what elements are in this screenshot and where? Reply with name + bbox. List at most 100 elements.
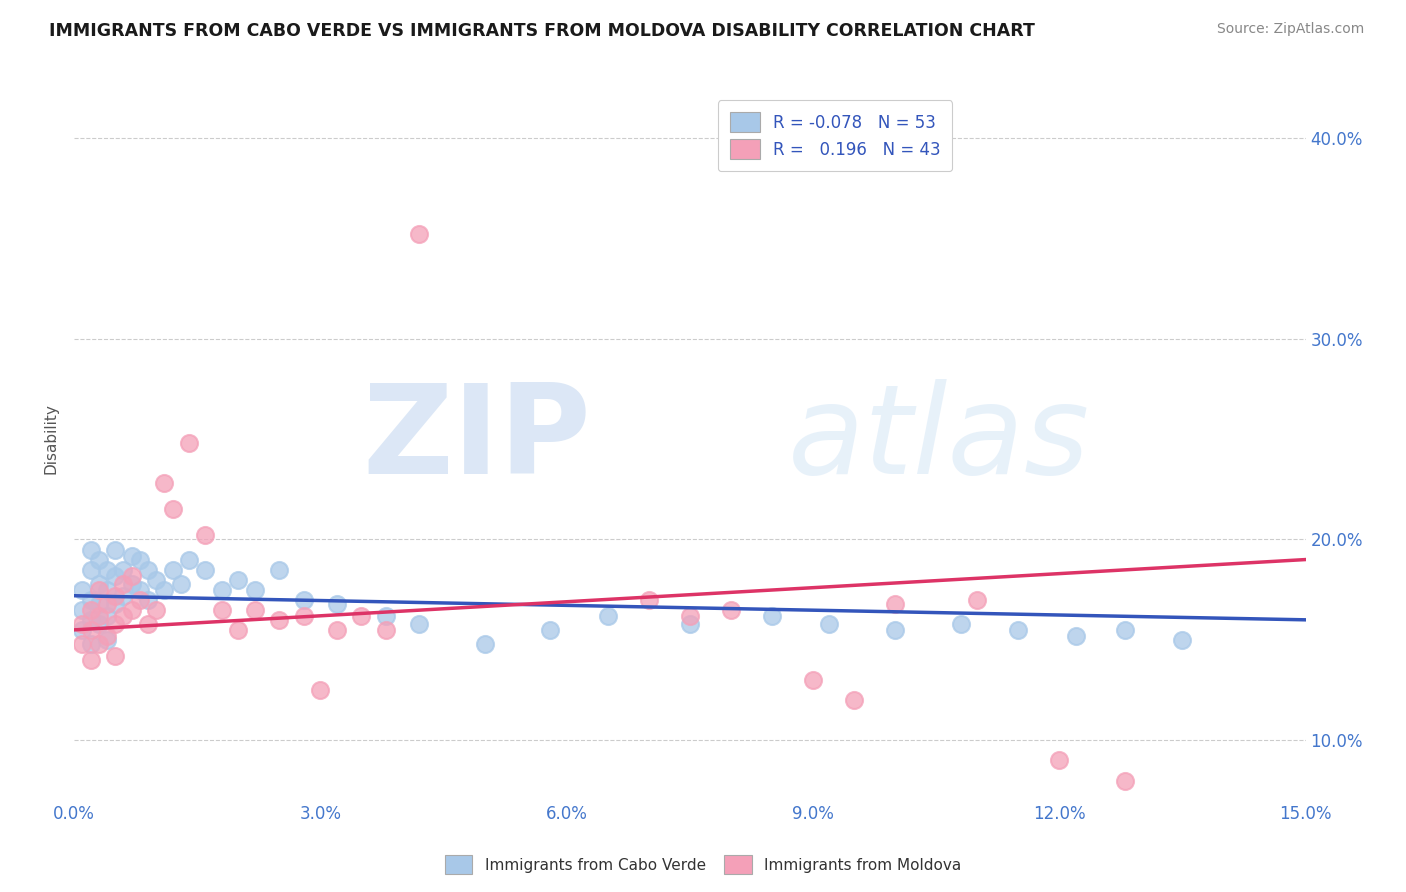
Point [153,582,176,597]
Point [842,693,865,707]
Point [121,549,143,563]
Point [538,623,561,637]
Point [269,613,291,627]
Point [637,592,659,607]
Point [326,623,349,637]
Point [375,608,398,623]
Point [177,552,200,566]
Point [128,592,150,607]
Point [761,608,783,623]
Point [72,637,94,651]
Point [596,608,619,623]
Point [87,608,110,623]
Point [96,563,118,577]
Point [350,608,373,623]
Point [79,653,101,667]
Point [136,592,159,607]
Point [162,563,184,577]
Text: IMMIGRANTS FROM CABO VERDE VS IMMIGRANTS FROM MOLDOVA DISABILITY CORRELATION CHA: IMMIGRANTS FROM CABO VERDE VS IMMIGRANTS… [49,22,1035,40]
Point [96,582,118,597]
Point [1064,629,1087,643]
Point [884,597,907,611]
Point [112,563,135,577]
Point [112,589,135,603]
Point [121,603,143,617]
Legend: Immigrants from Cabo Verde, Immigrants from Moldova: Immigrants from Cabo Verde, Immigrants f… [439,849,967,880]
Point [966,592,988,607]
Point [1047,754,1070,768]
Point [128,582,150,597]
Point [112,608,135,623]
Legend: R = -0.078   N = 53, R =   0.196   N = 43: R = -0.078 N = 53, R = 0.196 N = 43 [718,100,952,171]
Point [194,528,217,542]
Point [177,436,200,450]
Point [104,542,127,557]
Point [121,576,143,591]
Point [679,616,702,631]
Point [408,616,430,631]
Point [72,582,94,597]
Point [79,542,101,557]
Point [211,582,233,597]
Point [474,637,496,651]
Point [153,476,176,491]
Point [194,563,217,577]
Point [72,603,94,617]
Point [72,616,94,631]
Y-axis label: Disability: Disability [44,403,58,475]
Text: Source: ZipAtlas.com: Source: ZipAtlas.com [1216,22,1364,37]
Point [72,623,94,637]
Point [269,563,291,577]
Point [112,576,135,591]
Point [1007,623,1029,637]
Point [104,616,127,631]
Point [292,608,315,623]
Point [145,573,167,587]
Point [87,576,110,591]
Point [96,629,118,643]
Point [87,616,110,631]
Point [145,603,167,617]
Point [720,603,742,617]
Point [1114,623,1136,637]
Point [136,563,159,577]
Point [243,582,266,597]
Point [104,589,127,603]
Point [79,623,101,637]
Point [104,597,127,611]
Point [96,597,118,611]
Point [87,552,110,566]
Point [79,603,101,617]
Point [679,608,702,623]
Point [79,563,101,577]
Point [104,648,127,663]
Point [79,637,101,651]
Point [79,613,101,627]
Point [79,592,101,607]
Point [243,603,266,617]
Point [128,552,150,566]
Point [87,582,110,597]
Point [211,603,233,617]
Point [326,597,349,611]
Point [801,673,824,687]
Text: atlas: atlas [789,378,1091,500]
Point [96,608,118,623]
Point [375,623,398,637]
Text: ZIP: ZIP [363,378,592,500]
Point [87,597,110,611]
Point [1114,773,1136,788]
Point [226,623,249,637]
Point [884,623,907,637]
Point [96,632,118,647]
Point [162,502,184,516]
Point [226,573,249,587]
Point [309,683,332,698]
Point [136,616,159,631]
Point [292,592,315,607]
Point [949,616,972,631]
Point [1171,632,1194,647]
Point [408,227,430,241]
Point [87,637,110,651]
Point [818,616,841,631]
